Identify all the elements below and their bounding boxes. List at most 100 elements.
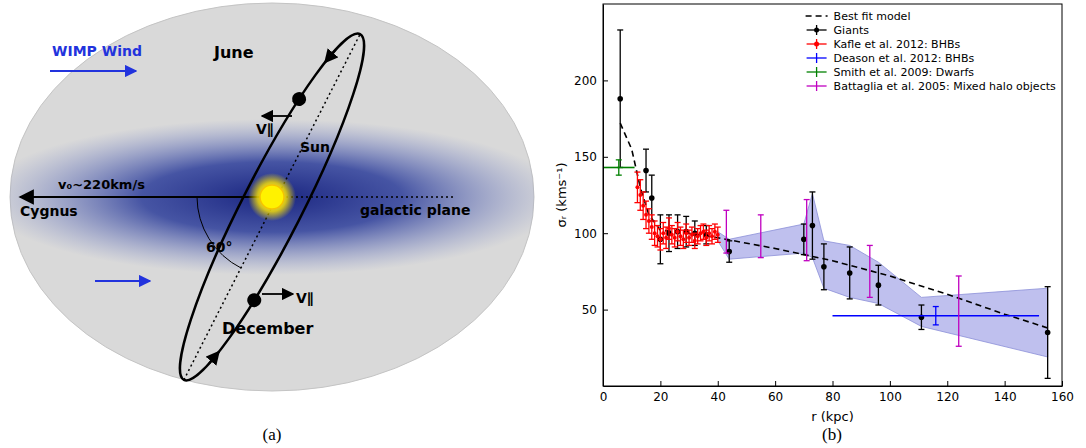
- error-cap: [686, 245, 692, 246]
- orbit-ellipse: [157, 21, 387, 394]
- error-cap: [675, 248, 681, 249]
- v-parallel-december-arrow: [262, 293, 293, 295]
- error-cap: [660, 222, 666, 223]
- diagram-label: V∥: [296, 290, 314, 306]
- marker: [667, 227, 671, 231]
- x-tick-label: 140: [994, 390, 1017, 404]
- error-cap: [660, 243, 666, 244]
- y-axis-line: [603, 5, 604, 387]
- panel-label: (a): [263, 425, 282, 444]
- x-error-bar: [603, 167, 635, 169]
- diagram-label: v₀~220km/s: [58, 177, 145, 192]
- panel-label: (b): [822, 425, 842, 444]
- sun: [260, 185, 284, 209]
- error-cap: [683, 242, 689, 243]
- chart-panel: 02040608010012014016050100150200r (kpc)σ…: [554, 4, 1074, 424]
- error-cap: [692, 248, 698, 249]
- legend-label: Kafle et al. 2012: BHBs: [834, 38, 961, 51]
- marker: [653, 231, 657, 235]
- x-tick: 140: [994, 381, 1017, 404]
- marker: [644, 213, 648, 217]
- error-cap: [706, 240, 712, 241]
- legend-swatch: [807, 85, 827, 86]
- diagram-label: WIMP Wind: [52, 43, 142, 59]
- x-tick-mark: [660, 381, 661, 386]
- error-cap: [933, 306, 939, 307]
- x-axis-line: [604, 386, 1063, 387]
- marker: [801, 237, 807, 243]
- wimp-wind-arrow: [50, 70, 136, 72]
- error-cap: [933, 324, 939, 325]
- marker: [693, 239, 697, 243]
- legend-swatch: [807, 57, 827, 58]
- error-cap: [649, 214, 655, 215]
- error-bar: [760, 215, 761, 258]
- x-tick: 80: [825, 381, 840, 404]
- x-tick-mark: [890, 381, 891, 386]
- error-cap: [675, 240, 681, 241]
- series-2: [634, 172, 720, 250]
- diagram-label: Sun: [300, 139, 330, 155]
- x-tick-label: 80: [825, 390, 840, 404]
- error-cap: [666, 251, 672, 252]
- marker: [687, 236, 691, 240]
- legend-swatch: [814, 28, 819, 33]
- y-tick-label: 150: [574, 150, 597, 164]
- x-tick-label: 20: [653, 390, 668, 404]
- error-cap: [956, 346, 962, 347]
- y-tick-label: 200: [574, 74, 597, 88]
- x-tick: 100: [879, 381, 902, 404]
- legend-swatch: [806, 15, 828, 17]
- error-cap: [669, 225, 675, 226]
- error-cap: [649, 239, 655, 240]
- error-cap: [1045, 378, 1051, 379]
- y-tick-label: 100: [574, 227, 597, 241]
- legend-item: Smith et al. 2009: Dwarfs: [807, 66, 975, 79]
- error-cap: [698, 225, 704, 226]
- error-cap: [666, 217, 672, 218]
- x-tick-label: 120: [936, 390, 959, 404]
- legend-label: Battaglia et al. 2005: Mixed halo object…: [834, 80, 1056, 93]
- marker: [678, 234, 682, 238]
- error-bar: [869, 245, 870, 297]
- error-cap: [715, 226, 721, 227]
- marker: [673, 236, 677, 240]
- marker: [650, 225, 654, 229]
- legend-swatch: [807, 71, 827, 72]
- x-tick: 120: [936, 381, 959, 404]
- error-cap: [809, 191, 815, 192]
- error-cap: [695, 243, 701, 244]
- error-cap: [643, 200, 649, 201]
- x-tick-label: 0: [600, 390, 608, 404]
- y-axis-title: σᵣ (kms⁻¹): [554, 163, 569, 228]
- marker: [821, 264, 827, 270]
- legend-item: Deason et al. 2012: BHBs: [807, 52, 975, 65]
- x-tick-mark: [1062, 381, 1063, 386]
- marker: [647, 219, 651, 223]
- x-tick-label: 100: [879, 390, 902, 404]
- line: [620, 123, 1047, 328]
- marker: [617, 96, 623, 102]
- error-cap: [652, 245, 658, 246]
- y-tick-mark: [603, 233, 608, 234]
- angle-arc: [197, 197, 241, 268]
- error-cap: [918, 304, 924, 305]
- error-cap: [675, 222, 681, 223]
- marker: [670, 233, 674, 237]
- x-axis: 020406080100120140160: [600, 381, 1074, 404]
- marker: [1045, 330, 1051, 336]
- legend: Best fit modelGiantsKafle et al. 2012: B…: [806, 10, 1056, 93]
- marker: [713, 230, 717, 234]
- wimp-wind-arrow: [95, 280, 150, 282]
- error-cap: [655, 246, 661, 247]
- error-bar: [668, 215, 669, 252]
- error-cap: [809, 259, 815, 260]
- plot-frame: [603, 4, 1062, 386]
- legend-label: Giants: [834, 24, 870, 37]
- legend-item: Battaglia et al. 2005: Mixed halo object…: [807, 80, 1056, 93]
- marker: [716, 233, 720, 237]
- error-cap: [723, 210, 729, 211]
- error-cap: [1045, 286, 1051, 287]
- error-cap: [643, 149, 649, 150]
- error-cap: [616, 159, 622, 160]
